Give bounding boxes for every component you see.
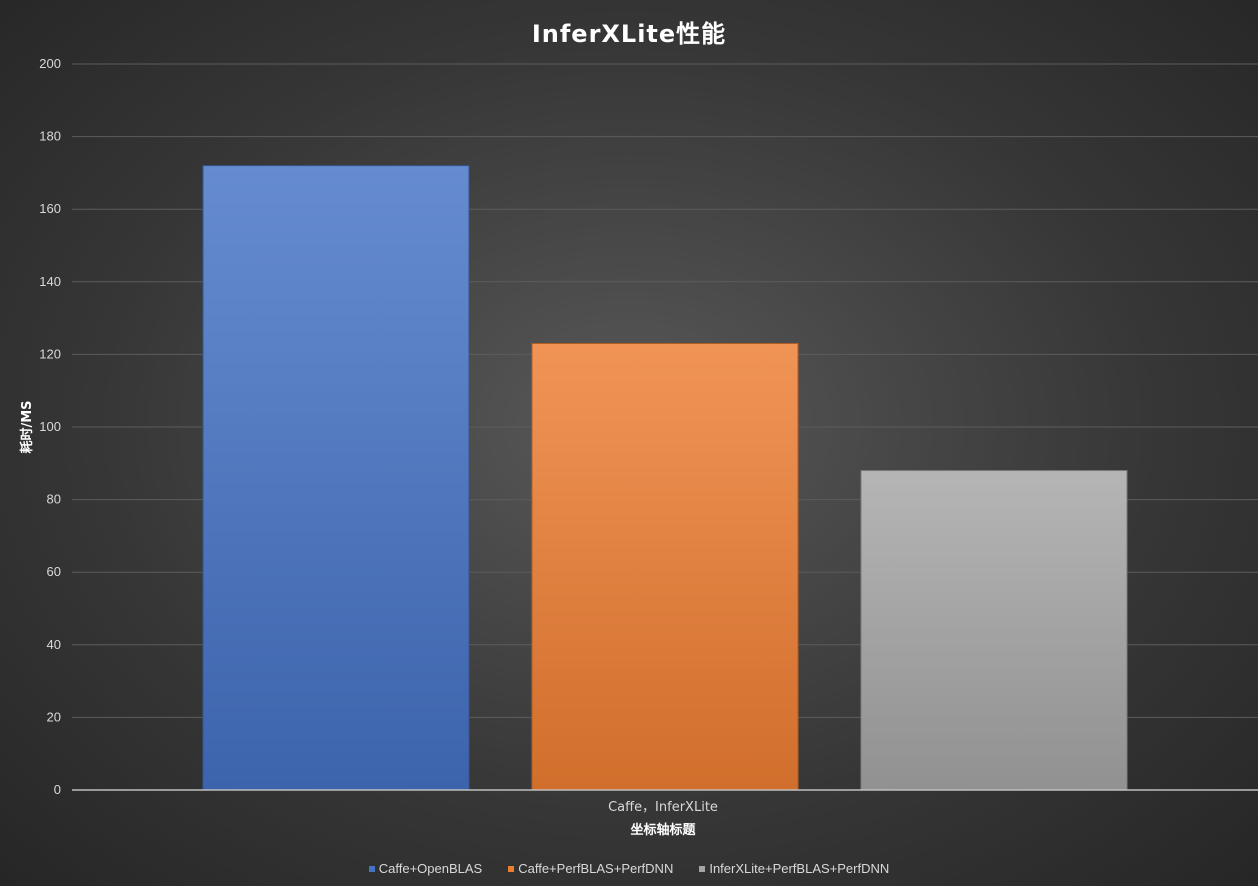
y-tick-label: 80 bbox=[47, 492, 61, 507]
x-axis-title: 坐标轴标题 bbox=[630, 822, 696, 838]
y-tick-label: 180 bbox=[39, 129, 61, 144]
legend-swatch bbox=[368, 865, 375, 872]
legend: Caffe+OpenBLAS Caffe+PerfBLAS+PerfDNN Infe… bbox=[0, 861, 1258, 876]
x-tick-label: Caffe，InferXLite bbox=[608, 800, 718, 815]
y-tick-label: 40 bbox=[47, 637, 61, 652]
legend-swatch bbox=[699, 865, 706, 872]
legend-item: Caffe+OpenBLAS bbox=[368, 861, 483, 876]
y-tick-label: 20 bbox=[47, 709, 61, 724]
legend-swatch bbox=[508, 865, 515, 872]
bar-1 bbox=[202, 165, 470, 791]
y-tick-label: 200 bbox=[39, 56, 61, 71]
y-tick-label: 140 bbox=[39, 274, 61, 289]
legend-label: Caffe+PerfBLAS+PerfDNN bbox=[518, 861, 674, 876]
bar-2 bbox=[531, 343, 799, 791]
legend-item: InferXLite+PerfBLAS+PerfDNN bbox=[699, 861, 889, 876]
y-axis-title: 耗时/MS bbox=[19, 400, 35, 453]
legend-label: Caffe+OpenBLAS bbox=[378, 861, 483, 876]
y-tick-label: 120 bbox=[39, 346, 61, 361]
bar-3 bbox=[860, 470, 1128, 791]
y-tick-label: 160 bbox=[39, 201, 61, 216]
y-tick-label: 60 bbox=[47, 564, 61, 579]
y-tick-label: 0 bbox=[54, 782, 61, 797]
chart-title: InferXLite性能 bbox=[531, 20, 727, 48]
legend-label: InferXLite+PerfBLAS+PerfDNN bbox=[709, 861, 890, 876]
legend-item: Caffe+PerfBLAS+PerfDNN bbox=[508, 861, 673, 876]
y-tick-label: 100 bbox=[39, 419, 61, 434]
